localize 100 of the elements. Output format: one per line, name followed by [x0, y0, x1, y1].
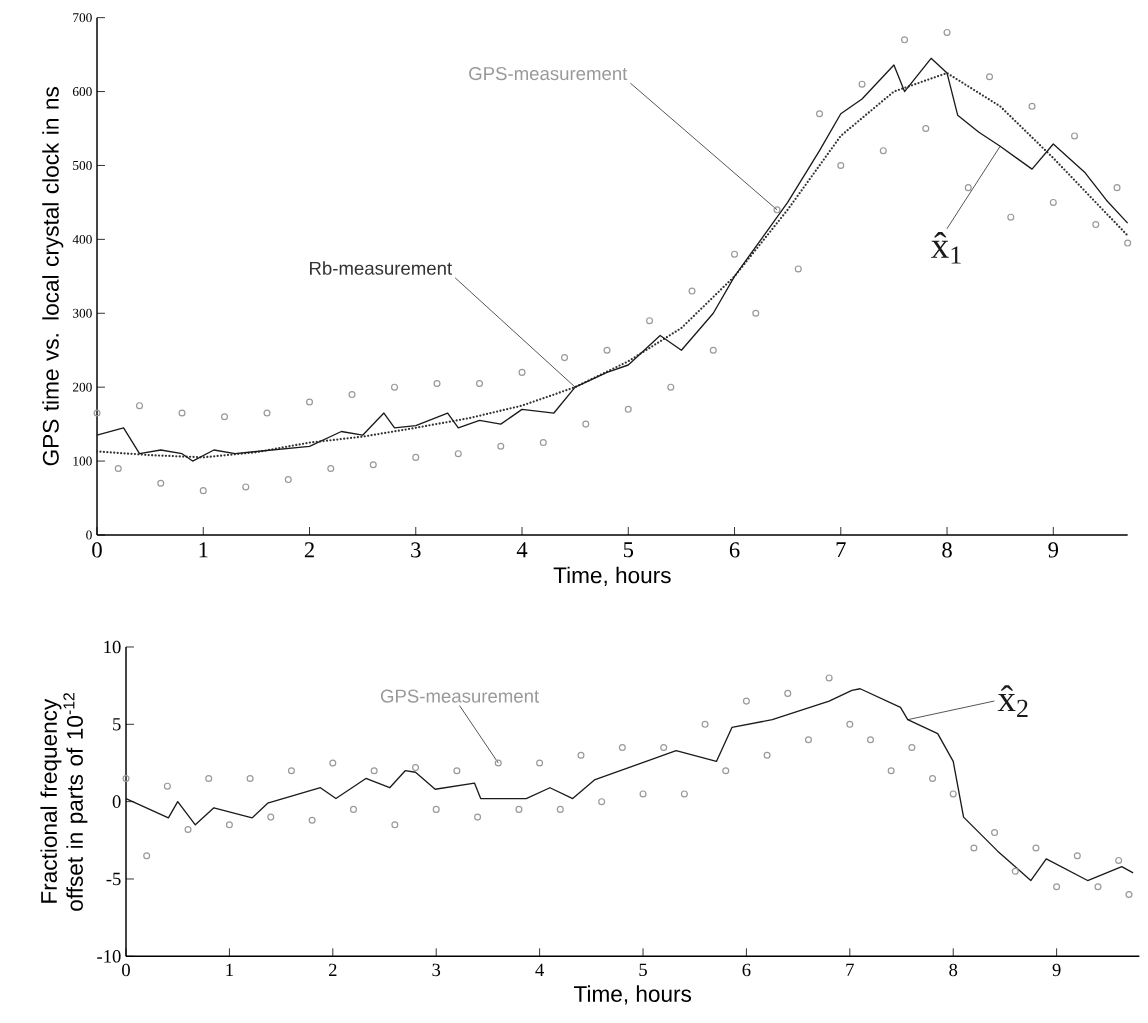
point — [178, 409, 186, 417]
point — [539, 439, 547, 447]
point — [1049, 198, 1057, 206]
point — [577, 751, 585, 759]
point — [433, 379, 441, 387]
x-tick-label: 9 — [1048, 542, 1059, 558]
text: x̂$_{1}$ — [931, 231, 961, 264]
point — [122, 774, 130, 782]
point — [660, 744, 668, 752]
point — [1073, 852, 1081, 860]
point — [763, 751, 771, 759]
point — [93, 409, 101, 417]
point — [349, 805, 358, 813]
point — [879, 147, 887, 155]
point — [1115, 856, 1123, 864]
point — [722, 767, 730, 775]
point — [369, 461, 377, 469]
point — [391, 383, 399, 391]
point — [784, 689, 792, 697]
point — [709, 346, 717, 354]
point — [327, 464, 335, 472]
point — [701, 720, 709, 728]
x-tick-label: 6 — [742, 963, 751, 977]
point — [184, 825, 192, 834]
point — [742, 697, 750, 705]
point — [624, 405, 632, 413]
point — [287, 767, 295, 775]
point — [370, 767, 378, 775]
point — [929, 774, 937, 782]
point — [887, 767, 895, 775]
x-tick-label: 2 — [328, 963, 337, 976]
x-tick-label: 5 — [623, 542, 634, 558]
point — [639, 790, 647, 798]
y-tick-label: 600 — [72, 87, 92, 97]
x-tick-label: 4 — [516, 542, 528, 558]
point — [163, 782, 171, 790]
point — [391, 821, 399, 829]
point — [412, 764, 420, 772]
point — [536, 759, 544, 767]
point — [432, 805, 440, 813]
point — [970, 844, 978, 852]
point — [515, 805, 523, 813]
y-axis-title: GPS time vs. local crystal clock in ns — [42, 87, 64, 466]
x-tick-label: 9 — [1052, 963, 1061, 977]
point — [825, 674, 833, 682]
point — [804, 736, 812, 744]
x-tick-label: 1 — [199, 542, 208, 558]
y-tick-label: 500 — [73, 160, 92, 170]
y-tick-label: 400 — [72, 234, 92, 244]
point — [866, 736, 875, 744]
x-tick-label: 3 — [432, 963, 441, 977]
y-tick-label: 100 — [73, 456, 92, 466]
x-axis-title: Time, hours — [573, 985, 692, 1005]
point — [157, 479, 165, 487]
point — [598, 798, 606, 806]
point — [846, 720, 854, 728]
point — [1032, 844, 1040, 852]
point — [1071, 132, 1079, 140]
text: Rb-measurement — [310, 261, 453, 275]
point — [348, 391, 356, 399]
point — [306, 398, 314, 406]
point — [991, 829, 999, 837]
point — [308, 816, 316, 824]
point — [518, 368, 526, 376]
point — [263, 409, 271, 417]
point — [752, 309, 760, 317]
y-tick-label: -10 — [97, 950, 121, 963]
text: GPS-measurement — [380, 689, 540, 703]
point — [246, 774, 254, 782]
point — [858, 80, 866, 88]
point — [731, 250, 739, 258]
point — [943, 28, 951, 36]
series-label: x̂$_{2}$ — [997, 685, 1028, 717]
point — [949, 790, 957, 798]
x-tick-label: 4 — [535, 963, 544, 976]
point — [646, 317, 654, 325]
point — [1124, 239, 1132, 247]
point — [1007, 213, 1015, 221]
y-tick-label: 300 — [73, 308, 92, 318]
y-tick-label: 10 — [104, 640, 121, 654]
point — [205, 774, 213, 782]
y-tick-label: 0 — [112, 795, 121, 808]
point — [267, 813, 275, 821]
point — [135, 402, 144, 410]
x-tick-label: 1 — [226, 963, 233, 976]
point — [908, 744, 916, 752]
point — [494, 759, 502, 767]
point — [242, 483, 250, 491]
x-axis-title: Time, hours — [553, 566, 671, 586]
point — [476, 379, 484, 387]
y-axis-title: Fractional frequency offset in parts of 10$^{-12}$ — [40, 693, 88, 911]
point — [220, 413, 229, 421]
point — [454, 450, 462, 458]
point — [667, 383, 675, 391]
x-tick-label: 8 — [949, 963, 958, 977]
point — [1125, 890, 1133, 898]
point — [1094, 883, 1102, 891]
point — [143, 852, 151, 860]
point — [964, 184, 972, 192]
y-tick-label: 200 — [72, 382, 92, 392]
